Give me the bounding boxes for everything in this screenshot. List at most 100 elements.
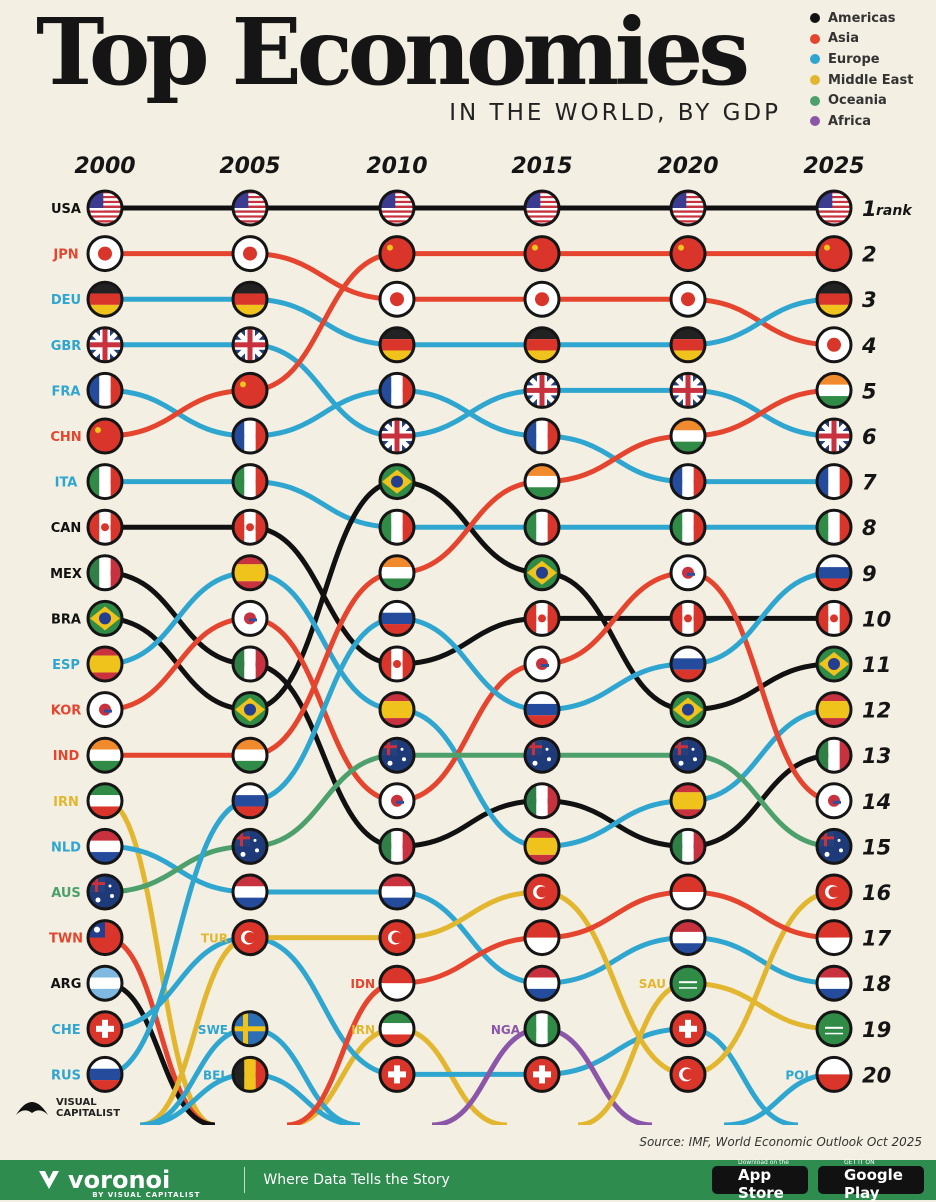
series-line-tur	[687, 889, 835, 1077]
flag-deu-icon	[523, 326, 561, 364]
year-label: 2020	[657, 154, 718, 179]
flag-fra-icon	[231, 417, 269, 455]
source-note: Source: IMF, World Economic Outlook Oct …	[639, 1135, 922, 1149]
voronoi-brand[interactable]: voronoi	[68, 1166, 171, 1194]
flag-mex-icon	[378, 827, 416, 865]
flag-jpn-icon	[86, 235, 124, 273]
flag-nld-icon	[669, 919, 707, 957]
flag-usa-icon	[815, 189, 853, 227]
flag-chn-icon	[815, 235, 853, 273]
series-line-ind	[396, 479, 543, 576]
flag-tur-icon	[378, 919, 416, 957]
rank-number: 6	[862, 425, 877, 449]
series-line-idn	[396, 935, 543, 986]
voronoi-logo-icon	[39, 1171, 59, 1189]
flag-idn-icon	[669, 873, 707, 911]
flag-idn-icon	[815, 919, 853, 957]
flag-aus-icon	[523, 736, 561, 774]
flag-rus-icon	[523, 691, 561, 729]
visual-capitalist-logo: VISUAL CAPITALIST	[14, 1093, 120, 1119]
flag-nld-icon	[815, 964, 853, 1002]
vc-logo-line1: VISUAL	[56, 1097, 97, 1108]
entry-label-swe: SWE	[198, 1023, 228, 1037]
flag-can-icon	[378, 645, 416, 683]
google-play-small: GET IT ON	[844, 1158, 875, 1166]
rank-number: 8	[862, 516, 877, 540]
flag-kor-icon	[523, 645, 561, 683]
legend-item: Europe	[810, 49, 913, 70]
entry-label-irn: IRN	[351, 1023, 375, 1037]
voronoi-brand-sub: BY VISUAL CAPITALIST	[92, 1191, 201, 1199]
flag-swe-icon	[231, 1010, 269, 1048]
flag-ind-icon	[231, 736, 269, 774]
flag-mex-icon	[669, 827, 707, 865]
entry-label-sau: SAU	[639, 977, 666, 991]
series-line-esp	[249, 570, 398, 713]
flag-bra-icon	[231, 691, 269, 729]
flag-deu-icon	[669, 326, 707, 364]
flag-mex-icon	[231, 645, 269, 683]
flag-esp-icon	[815, 691, 853, 729]
flag-deu-icon	[231, 280, 269, 318]
series-line-rus	[104, 798, 251, 1077]
vc-logo-line2: CAPITALIST	[56, 1108, 121, 1119]
legend-swatch	[810, 33, 820, 44]
app-store-small: Download on the	[738, 1158, 789, 1166]
rank-number: 14	[862, 790, 891, 814]
flag-che-icon	[669, 1010, 707, 1048]
flag-markers	[86, 189, 853, 1093]
flag-sau-icon	[815, 1010, 853, 1048]
flag-fra-icon	[378, 371, 416, 409]
flag-usa-icon	[231, 189, 269, 227]
series-line-kor	[396, 661, 543, 804]
flag-idn-icon	[378, 964, 416, 1002]
rank-number: 7	[862, 471, 877, 495]
country-label-bra: BRA	[51, 612, 81, 627]
series-line-bra	[249, 479, 398, 713]
flag-ita-icon	[231, 463, 269, 501]
legend-label: Europe	[828, 51, 880, 67]
flag-jpn-icon	[378, 280, 416, 318]
country-label-rus: RUS	[51, 1068, 81, 1083]
flag-jpn-icon	[523, 280, 561, 318]
flag-che-icon	[378, 1055, 416, 1093]
rank-word: rank	[876, 203, 913, 219]
app-store-button[interactable]: Download on the App Store	[712, 1159, 808, 1202]
series-line-esp	[104, 570, 251, 667]
flag-rus-icon	[86, 1055, 124, 1093]
flag-chn-icon	[378, 235, 416, 273]
flag-can-icon	[669, 599, 707, 637]
footer-bar: voronoi BY VISUAL CAPITALIST Where Data …	[0, 1159, 936, 1202]
rank-number: 3	[862, 288, 877, 312]
series-line-aus	[249, 752, 398, 849]
flag-pol-icon	[815, 1055, 853, 1093]
legend-label: Asia	[828, 31, 860, 47]
series-line-nld	[687, 935, 835, 986]
country-label-arg: ARG	[51, 977, 82, 992]
flag-gbr-icon	[523, 371, 561, 409]
country-label-jpn: JPN	[52, 248, 78, 263]
country-label-chn: CHN	[50, 430, 81, 445]
flag-usa-icon	[523, 189, 561, 227]
series-line-esp	[687, 707, 835, 804]
series-line-kor	[687, 570, 835, 804]
flag-bra-icon	[86, 599, 124, 637]
flag-esp-icon	[523, 827, 561, 865]
google-play-button[interactable]: GET IT ON Google Play	[818, 1159, 924, 1202]
flag-che-icon	[523, 1055, 561, 1093]
series-line-nld	[396, 889, 543, 986]
flag-ind-icon	[86, 736, 124, 774]
country-label-fra: FRA	[52, 384, 81, 399]
series-line-bra	[541, 570, 689, 713]
legend-item: Americas	[810, 8, 913, 29]
flag-deu-icon	[86, 280, 124, 318]
google-play-label: Google Play	[844, 1165, 903, 1202]
series-line-jpn	[249, 251, 398, 302]
flag-ita-icon	[669, 508, 707, 546]
page-title: Top Economies	[36, 0, 750, 106]
flag-gbr-icon	[231, 326, 269, 364]
rank-number: 1	[862, 197, 877, 221]
rank-number: 2	[862, 243, 877, 267]
flag-bra-icon	[669, 691, 707, 729]
